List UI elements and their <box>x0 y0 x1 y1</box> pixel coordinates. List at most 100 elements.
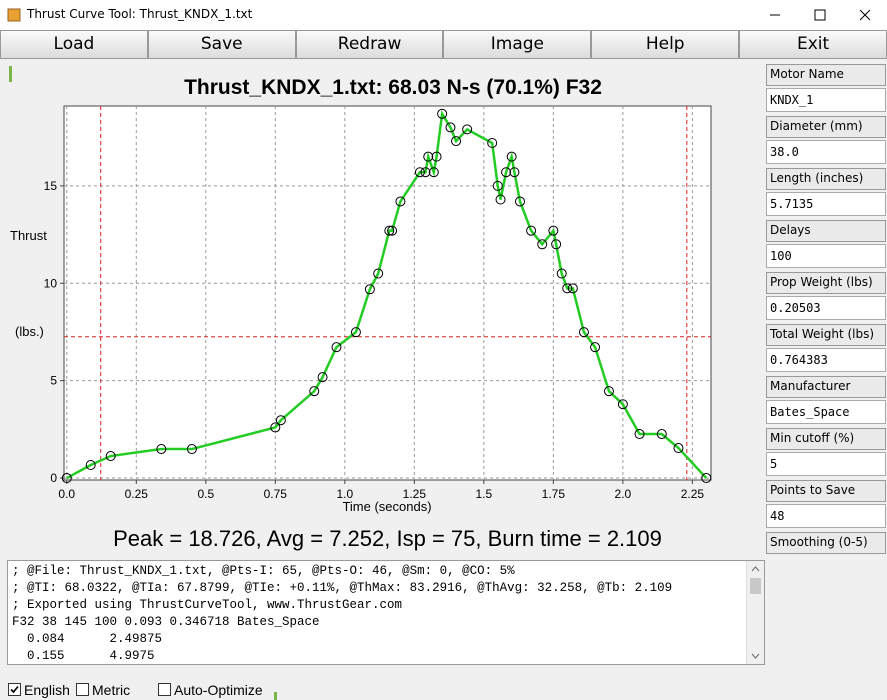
y-tick-label: 0 <box>50 471 57 485</box>
x-tick-label: 0.25 <box>125 487 149 501</box>
export-line: 0.155 4.9975 <box>12 649 155 663</box>
data-point <box>673 443 684 454</box>
field-label: Prop Weight (lbs) <box>766 272 886 294</box>
toolbar-button[interactable]: Image <box>443 30 592 59</box>
field-label: Manufacturer <box>766 376 886 398</box>
data-point <box>270 422 281 433</box>
option-label: Auto-Optimize <box>174 682 263 698</box>
data-point <box>186 444 197 455</box>
indicator <box>274 692 277 700</box>
option[interactable]: Auto-Optimize <box>158 682 263 698</box>
y-axis-label: (lbs.) <box>15 324 44 339</box>
export-line: 0.084 2.49875 <box>12 632 163 646</box>
x-tick-label: 0.75 <box>264 487 288 501</box>
checkbox[interactable] <box>76 683 89 696</box>
motor-fields: Motor Name KNDX_1 Diameter (mm) 38.0 Length … <box>766 64 886 554</box>
field-label: Points to Save <box>766 480 886 502</box>
data-point <box>387 225 398 236</box>
data-point <box>514 196 525 207</box>
data-point <box>275 415 286 426</box>
data-point <box>701 473 712 484</box>
toolbar-button[interactable]: Save <box>147 30 296 59</box>
x-tick-label: 1.5 <box>475 487 492 501</box>
field-label: Length (inches) <box>766 168 886 190</box>
option[interactable]: Metric <box>76 682 130 698</box>
x-tick-label: 1.25 <box>403 487 427 501</box>
toolbar-button[interactable]: Help <box>591 30 740 59</box>
toolbar: Load Save Redraw Image Help Exit <box>0 30 887 59</box>
data-point <box>634 429 645 440</box>
x-tick-label: 1.0 <box>336 487 353 501</box>
indicator <box>9 66 12 82</box>
field-label: Diameter (mm) <box>766 116 886 138</box>
x-axis-label: Time (seconds) <box>342 499 431 514</box>
data-point <box>462 124 473 135</box>
field-input[interactable]: 0.764383 <box>766 348 886 372</box>
data-point <box>656 429 667 440</box>
field-input[interactable]: Bates_Space <box>766 400 886 424</box>
data-point <box>537 239 548 250</box>
data-point <box>350 327 361 338</box>
summary: Peak = 18.726, Avg = 7.252, Isp = 75, Bu… <box>113 526 662 551</box>
field-label: Min cutoff (%) <box>766 428 886 450</box>
data-point <box>156 444 167 455</box>
field-input[interactable]: 48 <box>766 504 886 528</box>
data-point <box>617 399 628 410</box>
data-point <box>309 386 320 397</box>
data-point <box>578 327 589 338</box>
option[interactable]: English <box>8 682 70 698</box>
toolbar-button[interactable]: Load <box>0 30 148 59</box>
field-input[interactable]: 5.7135 <box>766 192 886 216</box>
x-tick-label: 1.75 <box>542 487 566 501</box>
chart-title: Thrust_KNDX_1.txt: 68.03 N-s (70.1%) F32 <box>184 76 602 99</box>
data-point <box>395 196 406 207</box>
option-label: English <box>24 682 70 698</box>
data-point <box>364 284 375 295</box>
export-line: ; @TI: 68.0322, @TIa: 67.8799, @TIe: +0.… <box>12 581 673 595</box>
data-point <box>506 151 517 162</box>
data-point <box>373 268 384 279</box>
x-tick-label: 2.0 <box>615 487 632 501</box>
window-controls[interactable] <box>757 0 887 30</box>
data-point <box>384 225 395 236</box>
checkbox[interactable] <box>158 683 171 696</box>
data-point <box>85 460 96 471</box>
data-point <box>526 225 537 236</box>
field-input[interactable]: 0.20503 <box>766 296 886 320</box>
data-point <box>487 138 498 149</box>
data-point <box>509 167 520 178</box>
scrollbar[interactable] <box>746 561 764 664</box>
x-tick-label: 2.25 <box>681 487 705 501</box>
field-input[interactable]: KNDX_1 <box>766 88 886 112</box>
data-point <box>437 108 448 119</box>
data-point <box>501 167 512 178</box>
title-bar: Thrust Curve Tool: Thrust_KNDX_1.txt <box>0 0 887 30</box>
data-point <box>445 122 456 133</box>
field-label: Total Weight (lbs) <box>766 324 886 346</box>
toolbar-button[interactable]: Exit <box>739 30 887 59</box>
data-point <box>428 167 439 178</box>
data-point <box>567 283 578 294</box>
toolbar-button[interactable]: Redraw <box>295 30 444 59</box>
field-label: Motor Name <box>766 64 886 86</box>
app-icon <box>7 8 21 22</box>
data-point <box>451 136 462 147</box>
field-input[interactable]: 38.0 <box>766 140 886 164</box>
export-line: ; @File: Thrust_KNDX_1.txt, @Pts-I: 65, … <box>12 564 515 578</box>
x-tick-label: 0.5 <box>197 487 214 501</box>
data-point <box>317 372 328 383</box>
data-point <box>61 473 72 484</box>
field-label: Smoothing (0-5) <box>766 532 886 554</box>
export-line: F32 38 145 100 0.093 0.346718 Bates_Spac… <box>12 615 320 629</box>
thrust-chart: Thrust_KNDX_1.txt: 68.03 N-s (70.1%) F32… <box>10 76 712 514</box>
y-axis-label: Thrust <box>10 228 47 243</box>
data-point <box>603 386 614 397</box>
data-point <box>420 167 431 178</box>
data-point <box>590 342 601 353</box>
thrust-line <box>66 110 708 480</box>
export-text[interactable]: ; @File: Thrust_KNDX_1.txt, @Pts-I: 65, … <box>7 560 765 665</box>
field-input[interactable]: 5 <box>766 452 886 476</box>
checkbox[interactable] <box>8 683 21 696</box>
field-input[interactable]: 100 <box>766 244 886 268</box>
y-tick-label: 15 <box>44 179 58 193</box>
